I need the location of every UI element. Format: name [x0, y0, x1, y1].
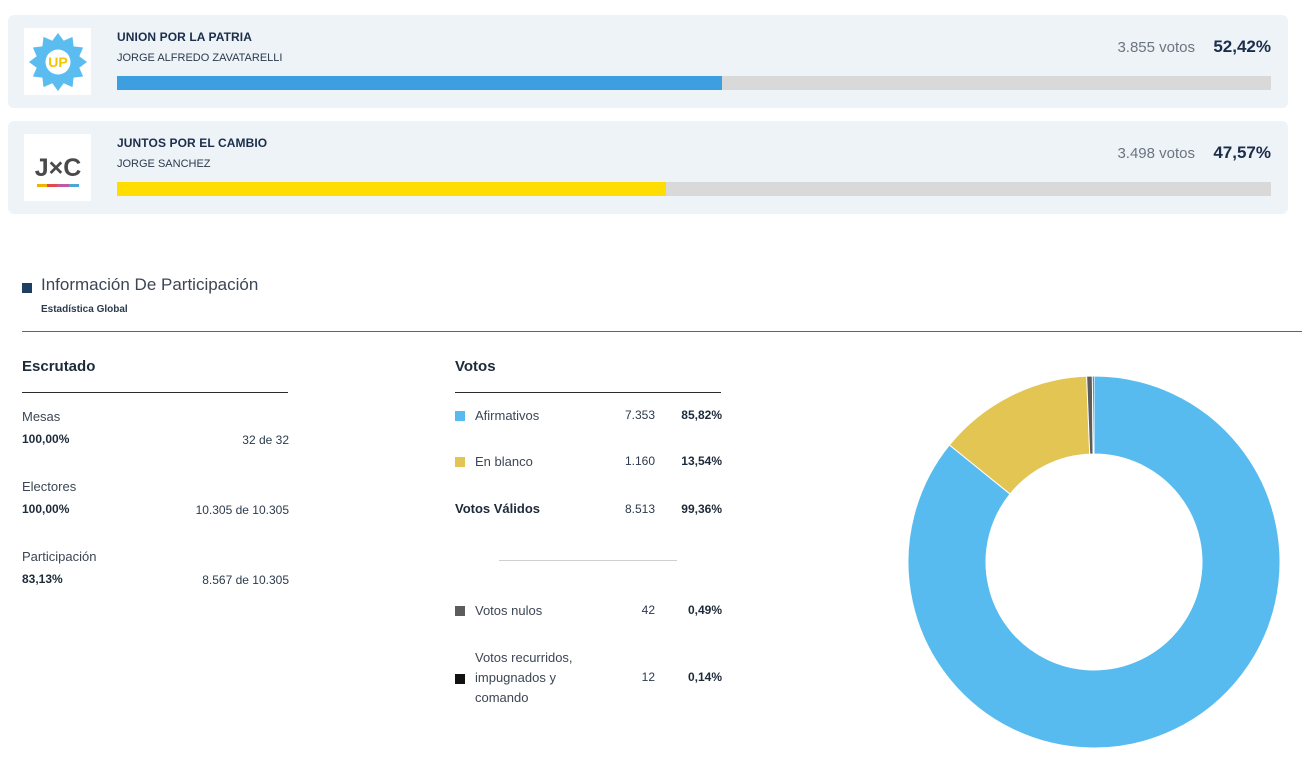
- vote-share-bar-fill: [117, 182, 666, 196]
- electores-value: 10.305 de 10.305: [195, 503, 289, 517]
- votos-recurridos-count: 12: [641, 670, 655, 684]
- en-blanco-percentage: 13,54%: [681, 454, 722, 468]
- vote-share-bar: [117, 182, 1271, 196]
- votos-validos-count: 8.513: [624, 502, 655, 516]
- electores-percentage: 100,00%: [22, 502, 70, 516]
- afirmativos-label: Afirmativos: [475, 408, 540, 423]
- mesas-percentage: 100,00%: [22, 432, 70, 446]
- en-blanco-count: 1.160: [624, 454, 655, 468]
- afirmativos-count: 7.353: [624, 408, 655, 422]
- votos-rule: [455, 392, 721, 393]
- participacion-percentage: 83,13%: [22, 572, 63, 586]
- vote-share-bar: [117, 76, 1271, 90]
- votos-nulos-label: Votos nulos: [475, 603, 543, 618]
- logo-text: UP: [48, 54, 67, 70]
- en-blanco-swatch: [455, 457, 465, 467]
- en-blanco-label: En blanco: [475, 454, 533, 469]
- votos-validos-percentage: 99,36%: [681, 502, 722, 516]
- party-votes: 3.498 votos: [1117, 145, 1195, 162]
- votos-recurridos-label-line: impugnados y: [475, 670, 556, 685]
- escrutado-rule: [22, 392, 288, 393]
- votos-separator: [499, 560, 677, 561]
- party-votes: 3.855 votos: [1117, 39, 1195, 56]
- jxc-wordmark-icon: J×C: [34, 154, 81, 187]
- afirmativos-swatch: [455, 411, 465, 421]
- section-bullet-icon: [22, 283, 32, 293]
- participacion-value: 8.567 de 10.305: [202, 573, 289, 587]
- electores-label: Electores: [22, 479, 77, 494]
- candidate-name: JORGE SANCHEZ: [117, 158, 211, 170]
- party-logo: UP: [24, 28, 91, 95]
- votos-nulos-swatch: [455, 606, 465, 616]
- afirmativos-percentage: 85,82%: [681, 408, 722, 422]
- party-name: JUNTOS POR EL CAMBIO: [117, 136, 268, 150]
- up-star-badge-icon: UP: [28, 32, 87, 91]
- party-card-union-por-la-patria: UP UNION POR LA PATRIA JORGE ALFREDO ZAV…: [8, 15, 1288, 108]
- votos-recurridos-label-line: Votos recurridos,: [475, 650, 573, 665]
- section-subtitle: Estadística Global: [41, 304, 128, 315]
- party-card-juntos-por-el-cambio: J×C JUNTOS POR EL CAMBIO JORGE SANCHEZ 3…: [8, 121, 1288, 214]
- escrutado-heading: Escrutado: [22, 358, 96, 375]
- votos-recurridos-percentage: 0,14%: [687, 670, 722, 684]
- party-logo: J×C: [24, 134, 91, 201]
- votos-validos-label: Votos Válidos: [455, 501, 540, 516]
- votos-heading: Votos: [455, 358, 496, 375]
- donut-slice-afirmativos[interactable]: [907, 375, 1281, 749]
- votos-recurridos-label: Votos recurridos, impugnados y comando: [475, 648, 573, 708]
- participacion-label: Participación: [22, 549, 97, 564]
- votos-nulos-percentage: 0,49%: [687, 603, 722, 617]
- mesas-value: 32 de 32: [242, 433, 289, 447]
- votos-recurridos-swatch: [455, 674, 465, 684]
- votos-nulos-count: 42: [641, 603, 655, 617]
- vote-share-bar-fill: [117, 76, 722, 90]
- party-percentage: 47,57%: [1213, 143, 1271, 162]
- section-title: Información De Participación: [41, 275, 259, 294]
- section-divider: [22, 331, 1302, 332]
- candidate-name: JORGE ALFREDO ZAVATARELLI: [117, 52, 283, 64]
- donut-slice-votos-recurridos-impugnados-y-comando[interactable]: [1091, 375, 1095, 455]
- logo-text: J×C: [34, 154, 81, 182]
- party-name: UNION POR LA PATRIA: [117, 30, 253, 44]
- party-percentage: 52,42%: [1213, 37, 1271, 56]
- votos-recurridos-label-line: comando: [475, 690, 529, 705]
- mesas-label: Mesas: [22, 409, 61, 424]
- votes-donut-chart: [907, 375, 1281, 749]
